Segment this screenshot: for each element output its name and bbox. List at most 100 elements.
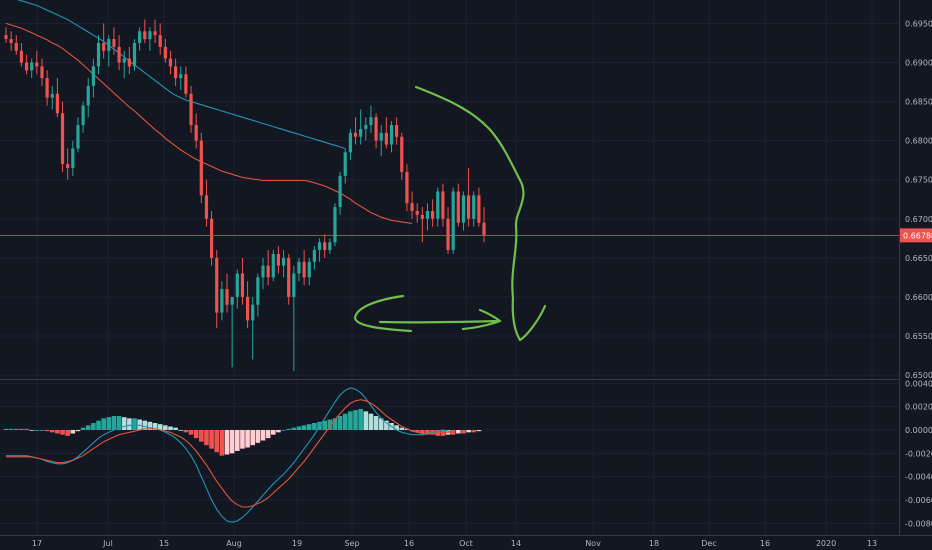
- candle[interactable]: [122, 50, 126, 79]
- candle[interactable]: [215, 250, 219, 329]
- candle[interactable]: [302, 250, 306, 286]
- candle[interactable]: [168, 50, 173, 75]
- candle[interactable]: [194, 113, 198, 149]
- candle[interactable]: [163, 39, 167, 63]
- candle[interactable]: [281, 250, 286, 278]
- candle[interactable]: [348, 128, 352, 161]
- candle[interactable]: [317, 238, 322, 262]
- candle[interactable]: [24, 54, 29, 75]
- candle[interactable]: [60, 101, 65, 172]
- candle[interactable]: [369, 105, 373, 133]
- candle[interactable]: [323, 234, 327, 258]
- candle[interactable]: [461, 191, 466, 231]
- candle[interactable]: [55, 78, 59, 118]
- candle[interactable]: [431, 199, 435, 227]
- candle[interactable]: [287, 253, 291, 305]
- candle[interactable]: [245, 281, 250, 329]
- projection-curve-drawing[interactable]: [414, 85, 547, 342]
- sideways-arrow-drawing[interactable]: [353, 294, 502, 333]
- candle[interactable]: [179, 66, 183, 90]
- macd-signal-line[interactable]: [6, 399, 454, 508]
- candle[interactable]: [204, 179, 209, 227]
- candle[interactable]: [220, 281, 224, 321]
- candle[interactable]: [297, 257, 301, 282]
- candle[interactable]: [102, 23, 106, 59]
- candle[interactable]: [333, 203, 337, 247]
- candle[interactable]: [230, 296, 234, 368]
- candle[interactable]: [81, 101, 85, 133]
- price-pane[interactable]: [0, 0, 899, 372]
- time-axis[interactable]: 17 Jul 15 Aug 19 Sep 16 Oct 14 Nov 18 Dec 16 2020 13: [32, 539, 877, 548]
- candle[interactable]: [307, 257, 311, 286]
- candle[interactable]: [410, 191, 414, 219]
- candle[interactable]: [379, 125, 383, 157]
- candle[interactable]: [112, 27, 116, 55]
- moving-average-slow-line[interactable]: [6, 0, 346, 150]
- candle[interactable]: [446, 207, 450, 254]
- candle[interactable]: [482, 207, 486, 243]
- candle[interactable]: [276, 246, 281, 274]
- candle[interactable]: [389, 121, 394, 153]
- candle[interactable]: [235, 269, 239, 309]
- candle[interactable]: [45, 70, 49, 106]
- candle[interactable]: [189, 85, 193, 133]
- candle[interactable]: [451, 187, 455, 254]
- candle[interactable]: [153, 19, 157, 43]
- candle[interactable]: [40, 58, 44, 86]
- macd-line[interactable]: [6, 387, 454, 523]
- candle[interactable]: [292, 265, 296, 372]
- candle[interactable]: [338, 171, 342, 215]
- candle[interactable]: [148, 27, 152, 51]
- candle[interactable]: [132, 39, 137, 71]
- candle[interactable]: [271, 250, 275, 282]
- candle[interactable]: [9, 31, 13, 51]
- candle[interactable]: [184, 66, 188, 98]
- candle[interactable]: [143, 19, 147, 43]
- candle[interactable]: [328, 238, 332, 254]
- hand-drawn-annotations[interactable]: [353, 85, 547, 342]
- candle[interactable]: [107, 35, 111, 67]
- candle[interactable]: [456, 183, 460, 227]
- candle[interactable]: [76, 117, 80, 153]
- candle[interactable]: [384, 117, 388, 149]
- macd-pane[interactable]: [3, 387, 482, 523]
- candle[interactable]: [174, 58, 178, 86]
- candle[interactable]: [86, 78, 90, 118]
- candle[interactable]: [66, 148, 70, 180]
- candle[interactable]: [117, 35, 121, 71]
- candle[interactable]: [30, 58, 34, 79]
- candle[interactable]: [19, 42, 24, 67]
- candle[interactable]: [91, 58, 95, 98]
- candle[interactable]: [477, 187, 481, 227]
- candle[interactable]: [420, 207, 424, 243]
- candle[interactable]: [127, 46, 131, 75]
- candle[interactable]: [415, 203, 419, 223]
- candle[interactable]: [35, 50, 39, 75]
- candle[interactable]: [14, 35, 18, 55]
- candle[interactable]: [261, 257, 265, 290]
- candle[interactable]: [210, 210, 214, 266]
- candle[interactable]: [158, 23, 162, 55]
- candle[interactable]: [138, 27, 142, 51]
- candle[interactable]: [405, 164, 409, 211]
- candle[interactable]: [225, 273, 229, 313]
- candle[interactable]: [400, 132, 404, 180]
- candle[interactable]: [312, 246, 316, 270]
- candle[interactable]: [425, 203, 430, 231]
- candle[interactable]: [71, 140, 75, 176]
- candle[interactable]: [359, 109, 363, 145]
- candle[interactable]: [441, 183, 445, 227]
- candle[interactable]: [251, 296, 255, 360]
- candle[interactable]: [240, 257, 245, 305]
- candle[interactable]: [364, 117, 368, 141]
- candle[interactable]: [50, 85, 54, 110]
- candle[interactable]: [395, 117, 399, 145]
- candle[interactable]: [353, 117, 358, 145]
- candle[interactable]: [343, 148, 347, 184]
- candle[interactable]: [472, 191, 476, 227]
- candle[interactable]: [256, 273, 260, 317]
- candle[interactable]: [266, 250, 270, 286]
